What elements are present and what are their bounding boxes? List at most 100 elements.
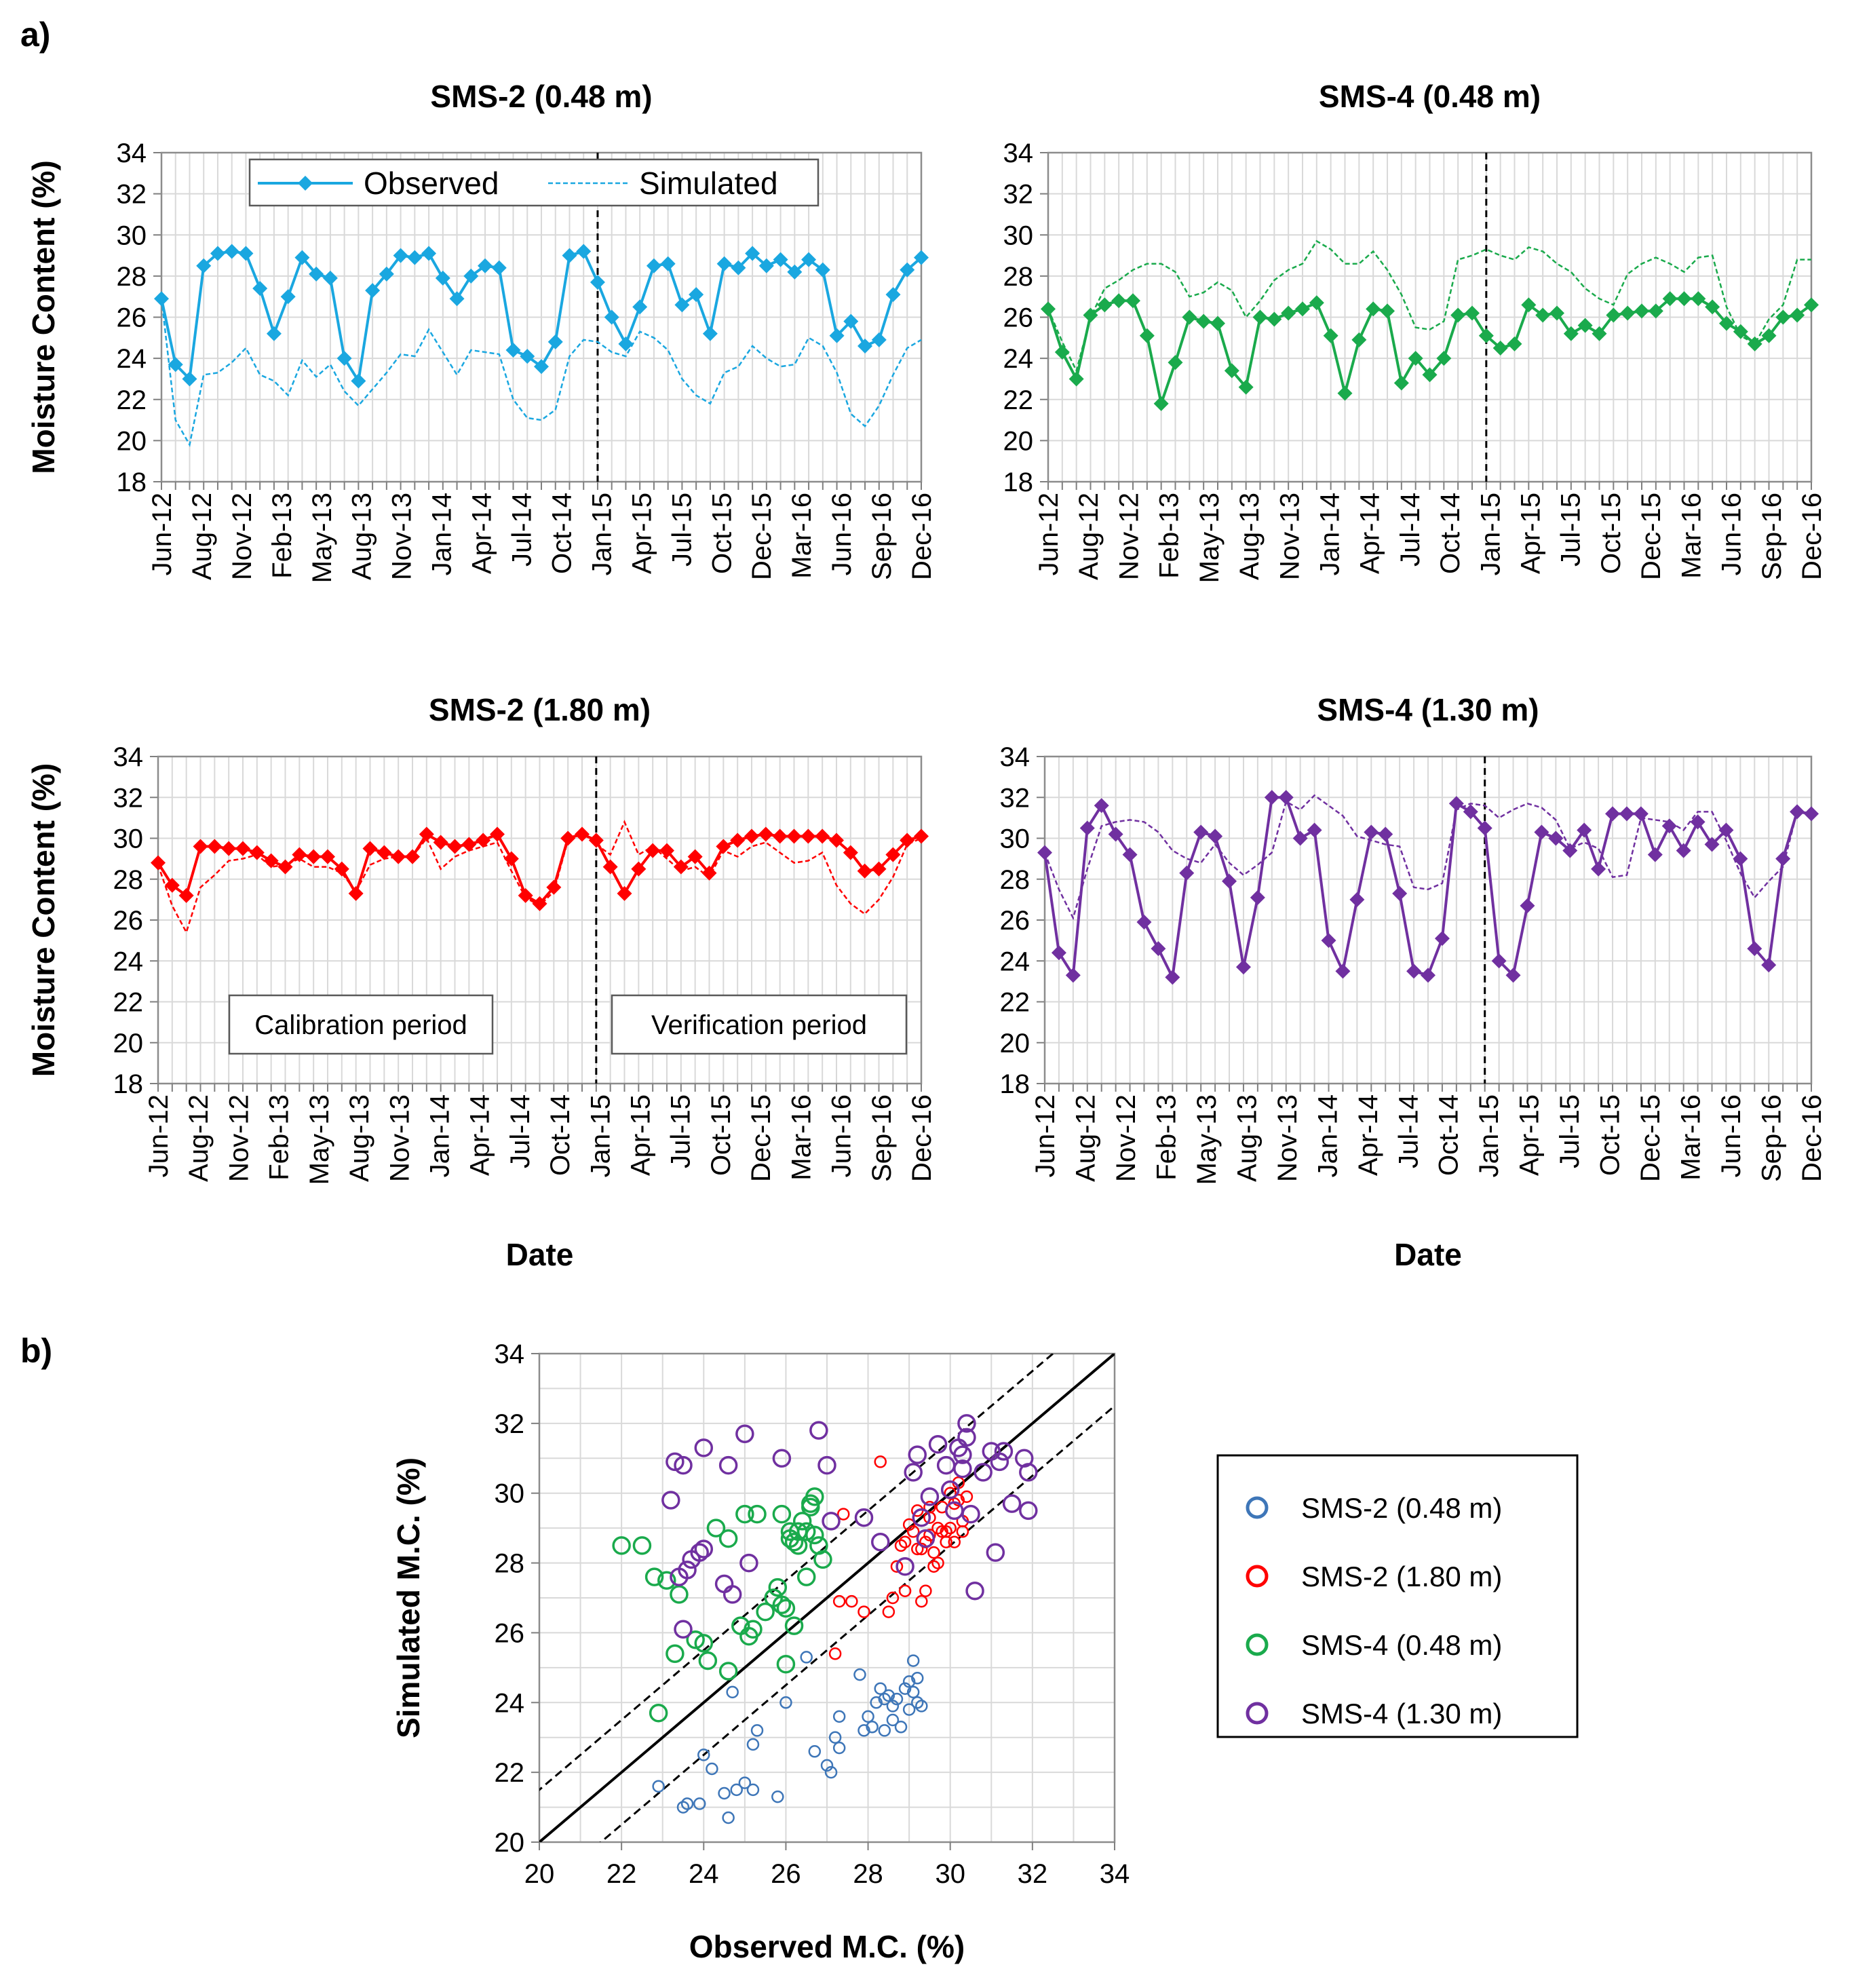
scatter-point-series-1 (911, 1672, 924, 1685)
data-point-observed (1647, 847, 1663, 862)
y-tick-label: 34 (495, 1339, 525, 1369)
x-tick-label: 22 (606, 1859, 637, 1889)
data-point-observed (193, 839, 208, 854)
y-tick-label: 34 (1003, 138, 1034, 168)
x-tick-label: Sep-16 (867, 493, 897, 580)
scatter-point-series-2 (915, 1594, 928, 1608)
series-line-simulated (157, 820, 922, 935)
data-point-observed (1196, 313, 1212, 329)
y-tick-label: 20 (113, 1029, 144, 1058)
data-point-observed (294, 250, 310, 265)
y-tick-label: 26 (1000, 906, 1030, 936)
data-point-observed (871, 861, 887, 877)
data-point-observed (1406, 963, 1422, 979)
x-tick-label: Aug-12 (184, 1094, 214, 1182)
scatter-point-series-2 (836, 1508, 850, 1521)
scatter-point-series-4 (714, 1574, 734, 1594)
scatter-point-series-1 (693, 1797, 706, 1810)
y-tick-label: 18 (113, 1069, 144, 1099)
legend-marker-3 (1246, 1633, 1269, 1656)
data-point-observed (1563, 326, 1579, 341)
data-point-observed (829, 328, 845, 343)
x-tick-label: Aug-13 (1232, 1094, 1262, 1182)
data-point-observed (351, 373, 366, 389)
data-point-observed (815, 262, 830, 278)
x-tick-label: Jan-15 (1476, 493, 1505, 575)
data-point-observed (1111, 293, 1127, 309)
data-point-observed (252, 281, 268, 297)
scatter-point-series-1 (746, 1783, 760, 1797)
scatter-point-series-2 (952, 1493, 965, 1507)
y-axis-title: Moisture Content (%) (26, 763, 61, 1077)
data-point-observed (1436, 351, 1452, 366)
data-point-observed (602, 859, 618, 875)
scatter-point-series-4 (870, 1532, 890, 1552)
data-point-observed (532, 896, 547, 911)
scatter-point-series-3 (788, 1536, 808, 1555)
scatter-point-series-4 (940, 1480, 960, 1499)
data-point-observed (168, 357, 183, 372)
scatter-point-series-4 (666, 1452, 685, 1472)
data-point-observed (1094, 798, 1109, 814)
data-point-observed (1465, 305, 1480, 321)
scatter-point-series-1 (853, 1668, 866, 1681)
scatter-point-series-4 (661, 1491, 680, 1510)
data-point-observed (631, 861, 647, 877)
data-point-observed (1747, 941, 1762, 957)
scatter-point-series-3 (784, 1532, 804, 1552)
x-tick-label: Jul-15 (667, 493, 697, 567)
scatter-point-series-1 (808, 1745, 822, 1758)
x-tick-label: Nov-12 (224, 1094, 254, 1182)
x-tick-label: Dec-15 (1636, 493, 1666, 580)
scatter-point-series-2 (911, 1542, 924, 1556)
data-point-observed (745, 246, 760, 261)
scatter-point-series-2 (936, 1525, 948, 1538)
scatter-point-series-3 (744, 1620, 763, 1639)
scatter-point-series-1 (878, 1692, 891, 1706)
data-point-observed (322, 270, 338, 286)
data-point-observed (238, 246, 254, 261)
scatter-point-series-4 (957, 1428, 976, 1447)
data-point-observed (1492, 340, 1508, 356)
y-tick-label: 28 (1003, 262, 1034, 292)
data-point-observed (744, 828, 759, 844)
scatter-point-series-4 (965, 1581, 984, 1601)
data-point-observed (1790, 307, 1805, 323)
scatter-point-series-2 (845, 1594, 858, 1608)
data-point-observed (1235, 959, 1251, 975)
data-point-observed (478, 258, 493, 273)
x-tick-label: Nov-12 (227, 493, 257, 580)
x-tick-label: Dec-15 (747, 493, 777, 580)
scatter-point-series-1 (652, 1780, 665, 1793)
y-tick-label: 24 (495, 1688, 525, 1718)
x-tick-label: Dec-16 (1797, 1094, 1827, 1182)
data-point-observed (1534, 824, 1549, 840)
data-point-observed (1577, 318, 1593, 333)
data-point-observed (1775, 851, 1791, 866)
data-point-observed (1676, 843, 1691, 858)
data-point-observed (562, 248, 577, 263)
x-tick-label: May-13 (1195, 493, 1225, 583)
data-point-observed (320, 849, 335, 864)
y-tick-label: 22 (1000, 988, 1030, 1018)
scatter-point-series-1 (738, 1776, 752, 1789)
scatter-point-series-4 (904, 1463, 923, 1482)
scatter-point-series-1 (730, 1783, 743, 1797)
y-tick-label: 32 (117, 180, 147, 210)
data-point-observed (1662, 291, 1678, 307)
offset-reference-line (539, 1354, 1055, 1791)
scatter-point-series-2 (857, 1605, 870, 1618)
data-point-observed (1592, 326, 1607, 341)
y-tick-label: 24 (117, 344, 147, 374)
data-point-observed (1380, 303, 1395, 319)
data-point-observed (1747, 336, 1762, 351)
x-tick-label: 32 (1018, 1859, 1048, 1889)
data-point-observed (1378, 826, 1393, 842)
scatter-point-series-3 (748, 1504, 767, 1524)
data-point-observed (447, 839, 463, 854)
data-point-observed (1463, 804, 1478, 820)
scatter-point-series-3 (784, 1616, 804, 1635)
scatter-point-series-4 (961, 1504, 980, 1524)
scatter-point-series-2 (940, 1525, 952, 1538)
scatter-point-series-2 (915, 1542, 928, 1556)
